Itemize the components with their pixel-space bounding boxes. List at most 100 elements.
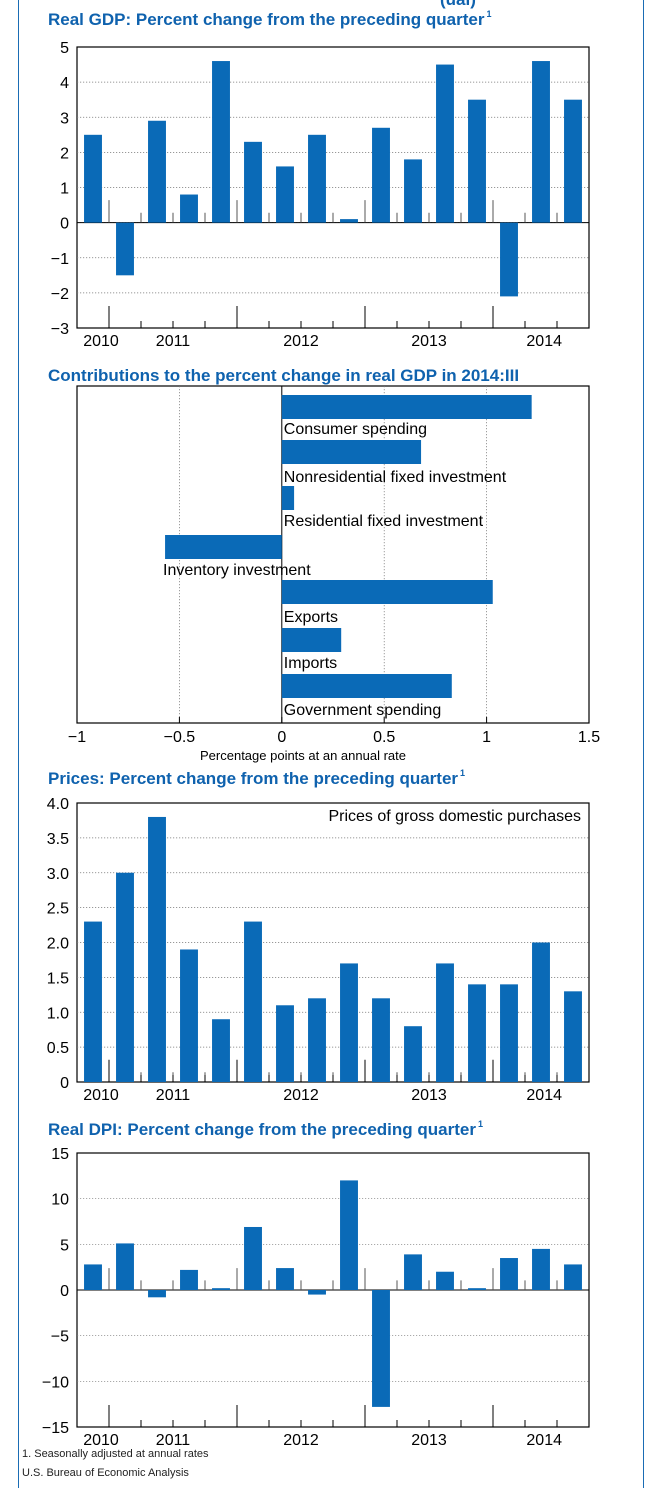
- prices-chart: 4.0 3.5 3.0 2.5 2.0 1.5 1.0 0.5 0 2010 2011 2012 201…: [47, 796, 590, 1104]
- year-label: 2011: [156, 1432, 191, 1449]
- bar: [281, 440, 422, 464]
- bar: [116, 872, 134, 1082]
- y-tick-label: −2: [51, 286, 69, 303]
- x-tick-label: 0.5: [373, 729, 395, 746]
- y-tick-label: −15: [42, 1420, 69, 1437]
- year-label: 2013: [411, 1087, 447, 1104]
- bar: [436, 64, 454, 223]
- bar: [180, 949, 198, 1082]
- x-axis-label: Percentage points at an annual rate: [200, 748, 406, 763]
- contributions-chart-title: Contributions to the percent change in r…: [48, 366, 520, 385]
- x-tick-label: −0.5: [164, 729, 196, 746]
- y-tick-label: 15: [51, 1146, 69, 1163]
- bar: [532, 1248, 550, 1290]
- source-note: U.S. Bureau of Economic Analysis: [22, 1467, 189, 1479]
- year-label: 2011: [156, 1087, 191, 1104]
- year-label: 2012: [283, 333, 319, 350]
- year-label: 2010: [83, 333, 119, 350]
- bar: [308, 998, 326, 1082]
- bar: [281, 628, 342, 652]
- bar: [468, 1288, 486, 1290]
- x-tick-label: 0: [277, 729, 286, 746]
- bar: [468, 99, 486, 223]
- bar: [340, 1180, 358, 1290]
- bar: [340, 963, 358, 1082]
- year-label: 2013: [411, 1432, 447, 1449]
- plot-frame: [76, 385, 590, 724]
- bar: [84, 921, 102, 1082]
- bar: [404, 1254, 422, 1290]
- bar: [212, 61, 230, 223]
- year-label: 2011: [156, 333, 191, 350]
- footnote-1: 1. Seasonally adjusted at annual rates: [22, 1448, 209, 1460]
- y-tick-label: 2.0: [47, 936, 69, 953]
- category-label: Consumer spending: [284, 421, 427, 438]
- bar: [500, 222, 518, 297]
- x-tick-label: 1: [482, 729, 491, 746]
- bar: [308, 1290, 326, 1295]
- bar: [436, 1271, 454, 1290]
- y-tick-label: 10: [51, 1192, 69, 1209]
- year-label: 2013: [411, 333, 447, 350]
- y-tick-label: 1: [60, 181, 69, 198]
- y-tick-label: 5: [60, 1237, 69, 1254]
- y-tick-label: 3.5: [47, 831, 69, 848]
- bar: [308, 134, 326, 223]
- bar: [244, 141, 262, 223]
- bar: [281, 580, 493, 604]
- y-tick-label: −10: [42, 1374, 69, 1391]
- bar: [276, 1005, 294, 1082]
- bar: [500, 984, 518, 1082]
- bar: [148, 120, 166, 223]
- y-tick-label: 0: [60, 216, 69, 233]
- year-label: 2014: [526, 333, 562, 350]
- y-tick-label: 0: [60, 1283, 69, 1300]
- year-label: 2014: [526, 1087, 562, 1104]
- y-tick-label: 0: [60, 1075, 69, 1092]
- y-tick-label: 1.5: [47, 970, 69, 987]
- y-tick-label: 3.0: [47, 866, 69, 883]
- bar: [281, 395, 532, 419]
- category-label: Nonresidential fixed investment: [284, 469, 507, 486]
- bar: [372, 127, 390, 223]
- bar: [468, 984, 486, 1082]
- bar: [116, 222, 134, 276]
- bar: [180, 1269, 198, 1290]
- contributions-chart: −1 −0.5 0 0.5 1 1.5 Consumer spending Nonreside…: [68, 385, 600, 763]
- y-tick-label: 4: [60, 75, 69, 92]
- gdp-chart-title: Real GDP: Percent change from the preced…: [48, 9, 492, 29]
- bar: [84, 1264, 102, 1290]
- bar: [165, 535, 282, 559]
- y-tick-label: 0.5: [47, 1040, 69, 1057]
- y-tick-label: 5: [60, 40, 69, 57]
- dpi-chart-title: Real DPI: Percent change from the preced…: [48, 1119, 483, 1139]
- category-label: Government spending: [284, 702, 441, 719]
- y-tick-label: 2.5: [47, 901, 69, 918]
- bar: [84, 134, 102, 223]
- bar: [532, 61, 550, 223]
- cropped-header-fragment: (ual): [440, 0, 476, 10]
- bar: [564, 991, 582, 1082]
- y-tick-label: −3: [51, 321, 69, 338]
- y-tick-label: −5: [51, 1329, 69, 1346]
- bar: [436, 963, 454, 1082]
- bar: [276, 1268, 294, 1290]
- y-tick-label: 3: [60, 110, 69, 127]
- gdp-chart: 5 4 3 2 1 0 −1 −2 −3 2010 2011 2012 2013 2014: [51, 40, 590, 350]
- category-label: Inventory investment: [163, 562, 311, 579]
- bar: [404, 1026, 422, 1082]
- bar: [276, 166, 294, 223]
- bar: [564, 1264, 582, 1290]
- category-label: Residential fixed investment: [284, 513, 484, 530]
- bar: [244, 921, 262, 1082]
- bar: [372, 1290, 390, 1407]
- bar: [281, 674, 452, 698]
- bar: [281, 486, 295, 510]
- bar: [244, 1226, 262, 1290]
- bar: [148, 1290, 166, 1298]
- bar: [180, 194, 198, 223]
- x-tick-label: 1.5: [578, 729, 600, 746]
- y-tick-label: 1.0: [47, 1005, 69, 1022]
- bar: [372, 998, 390, 1082]
- dpi-chart: 15 10 5 0 −5 −10 −15 2010 2011 2012 2013 2014: [42, 1146, 590, 1449]
